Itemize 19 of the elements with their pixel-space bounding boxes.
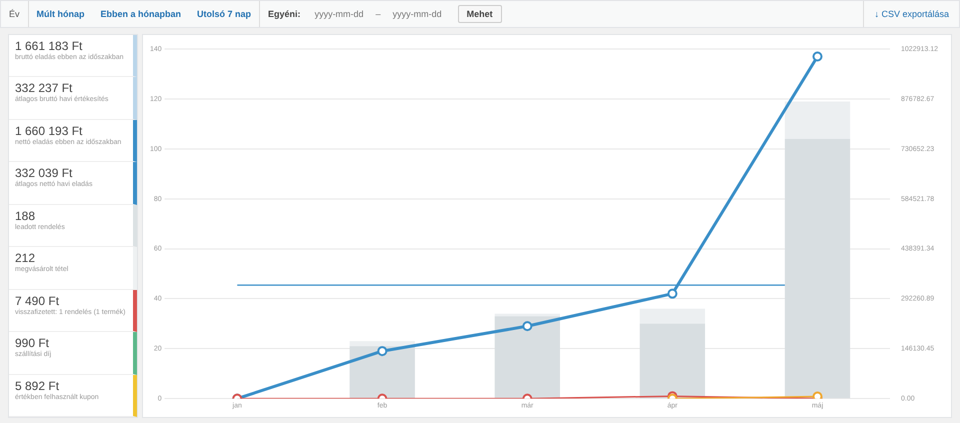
text: – (374, 9, 382, 19)
text: yyyy-mm-dd (314, 9, 365, 19)
text: 332 039 Ft (15, 166, 74, 180)
text: 1 661 183 Ft (15, 39, 84, 53)
text: 990 Ft (15, 336, 50, 350)
text: Ebben a hónapban (100, 9, 182, 19)
text: Utolsó 7 nap (196, 9, 252, 19)
text: Mehet (458, 5, 502, 23)
text: 1 660 193 Ft (15, 124, 84, 138)
text: ↓ CSV exportálása (863, 1, 959, 27)
text: 7 490 Ft (15, 294, 60, 308)
text: Év (1, 1, 29, 27)
text: 332 237 Ft (15, 81, 74, 96)
text: yyyy-mm-dd (392, 9, 443, 19)
text: 5 892 Ft (15, 378, 60, 392)
text: Egyéni: (259, 1, 309, 27)
text: 212 (15, 251, 36, 266)
text: 188 (15, 208, 36, 223)
text: Múlt hónap (36, 9, 86, 19)
